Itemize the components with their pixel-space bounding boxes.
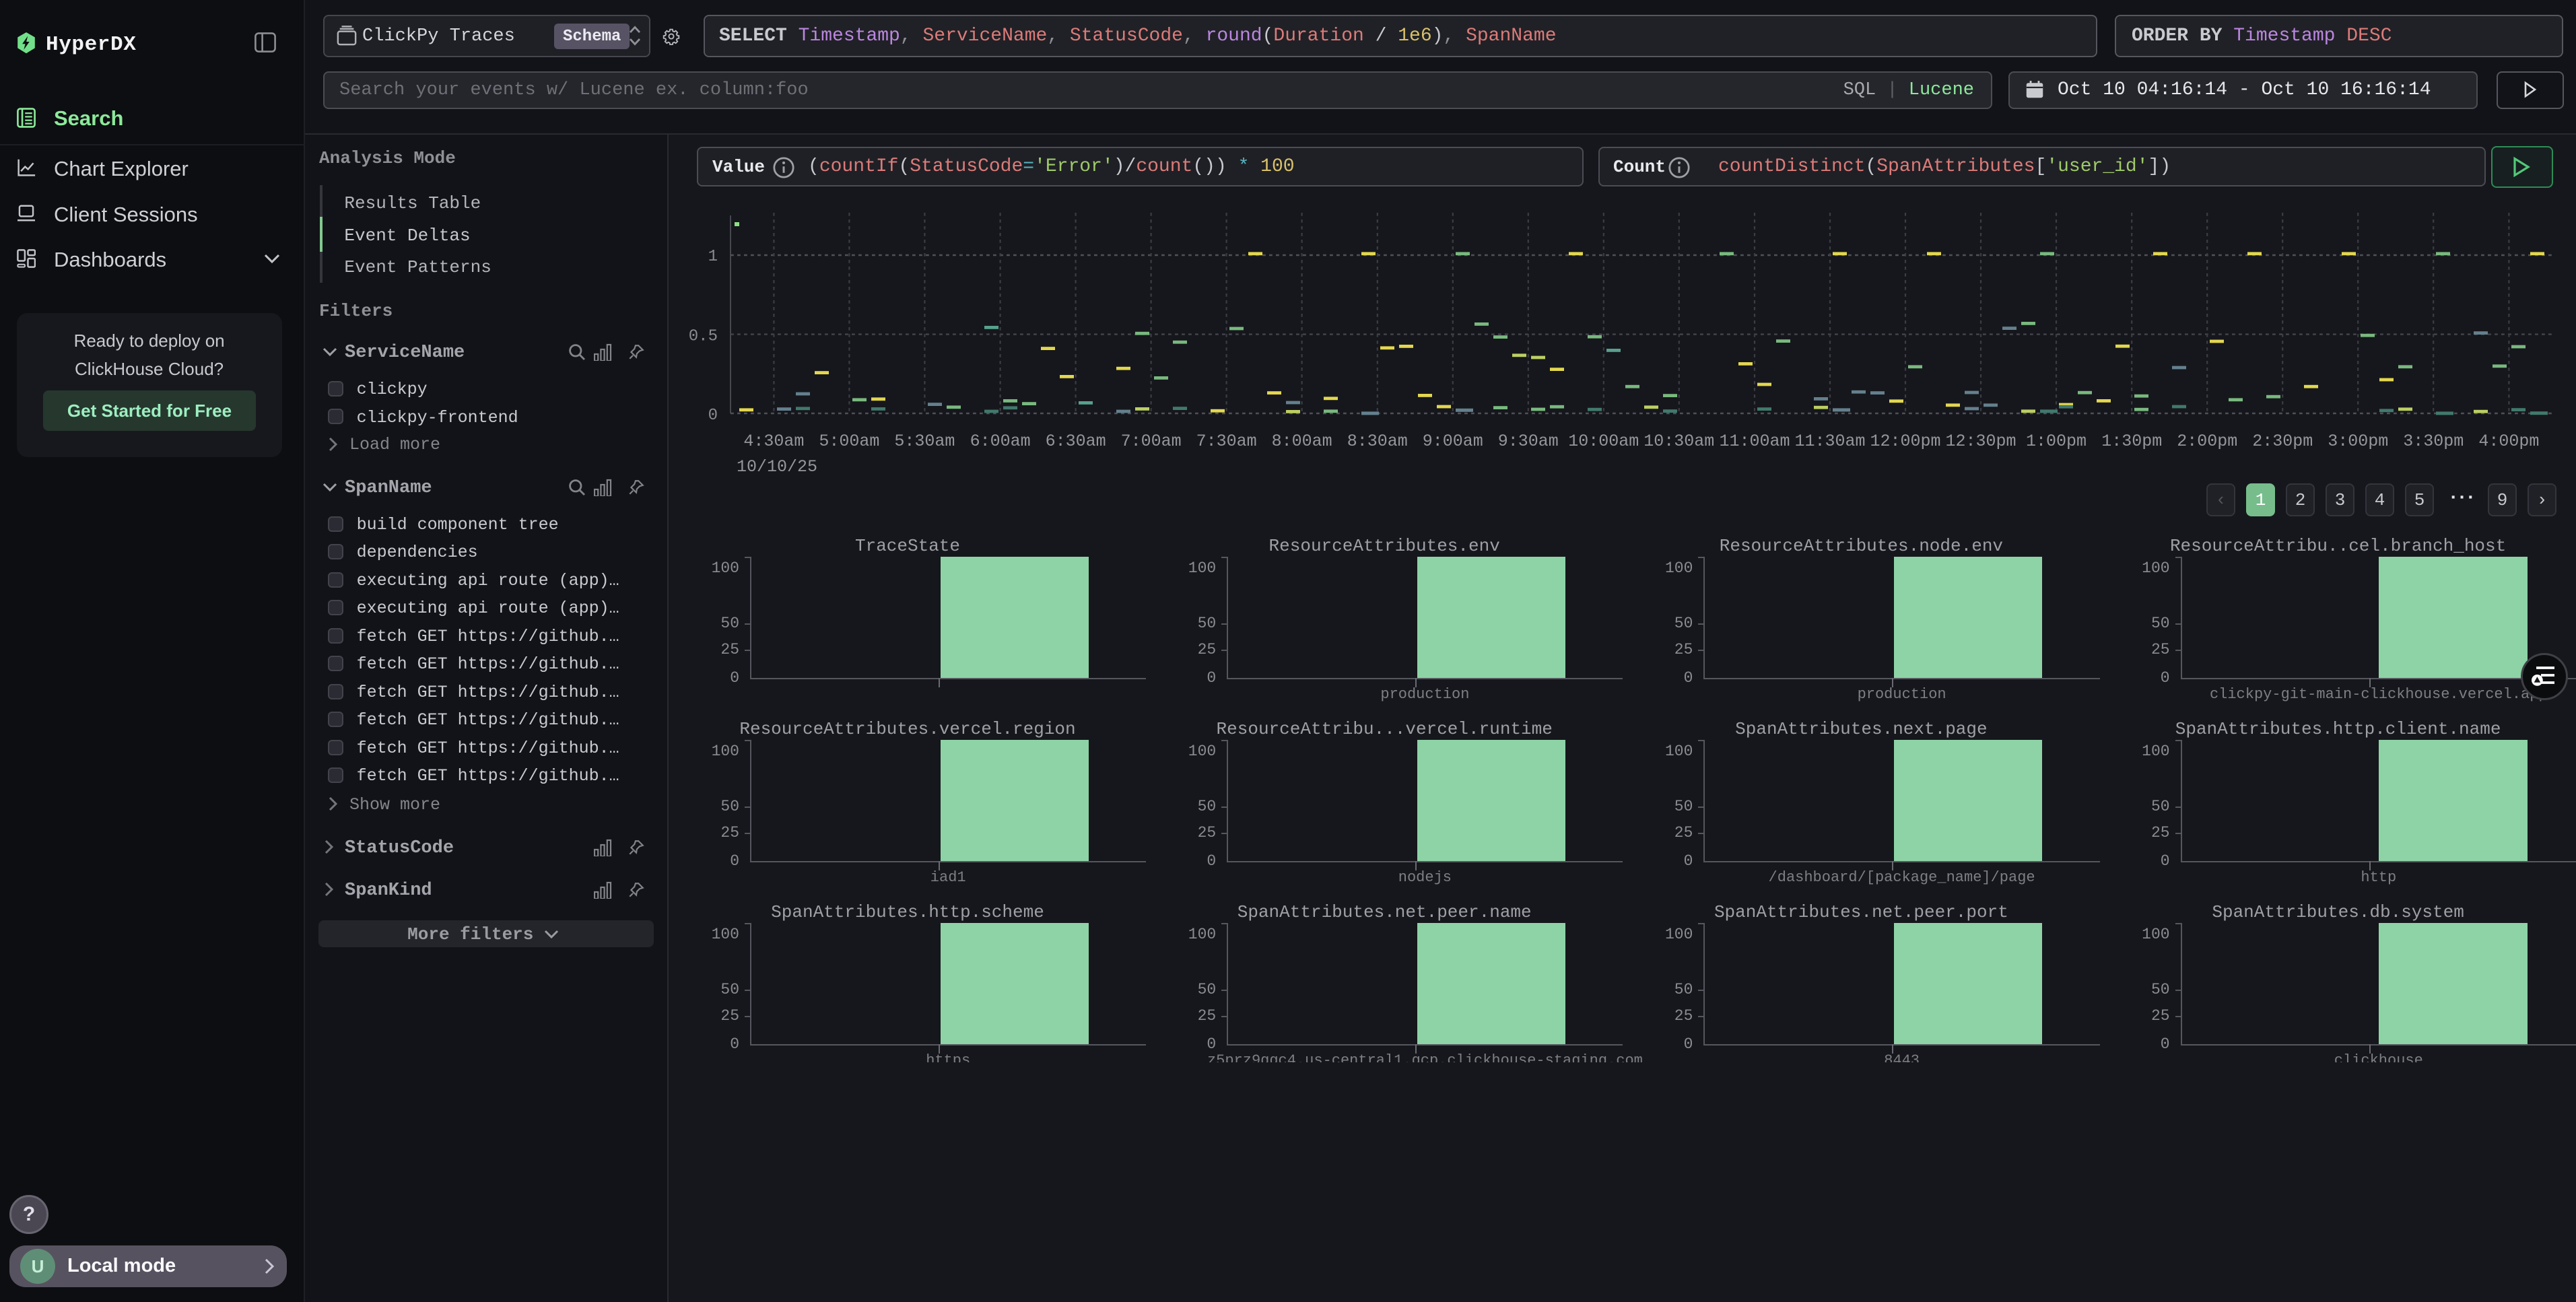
svg-text:4:00pm: 4:00pm [2478, 432, 2539, 451]
svg-text:1:30pm: 1:30pm [2101, 432, 2162, 451]
svg-text:1:00pm: 1:00pm [2026, 432, 2087, 451]
svg-text:11:00am: 11:00am [1719, 432, 1790, 451]
svg-text:9:00am: 9:00am [1423, 432, 1483, 451]
svg-text:3:00pm: 3:00pm [2328, 432, 2388, 451]
svg-text:0: 0 [708, 407, 718, 425]
svg-text:7:00am: 7:00am [1121, 432, 1182, 451]
svg-text:2:00pm: 2:00pm [2177, 432, 2237, 451]
svg-text:10:00am: 10:00am [1568, 432, 1639, 451]
svg-text:8:00am: 8:00am [1272, 432, 1332, 451]
svg-text:4:30am: 4:30am [743, 432, 804, 451]
svg-text:1: 1 [708, 248, 718, 266]
svg-text:0.5: 0.5 [689, 328, 718, 346]
svg-text:8:30am: 8:30am [1347, 432, 1408, 451]
svg-text:7:30am: 7:30am [1196, 432, 1257, 451]
svg-text:6:00am: 6:00am [970, 432, 1031, 451]
svg-text:11:30am: 11:30am [1794, 432, 1865, 451]
svg-text:10:30am: 10:30am [1643, 432, 1714, 451]
svg-text:2:30pm: 2:30pm [2252, 432, 2313, 451]
svg-text:6:30am: 6:30am [1046, 432, 1106, 451]
svg-text:10/10/25: 10/10/25 [737, 457, 817, 477]
svg-text:12:30pm: 12:30pm [1945, 432, 2016, 451]
svg-text:9:30am: 9:30am [1498, 432, 1559, 451]
svg-text:12:00pm: 12:00pm [1870, 432, 1940, 451]
svg-text:3:30pm: 3:30pm [2403, 432, 2464, 451]
svg-text:5:00am: 5:00am [819, 432, 879, 451]
svg-text:5:30am: 5:30am [894, 432, 955, 451]
